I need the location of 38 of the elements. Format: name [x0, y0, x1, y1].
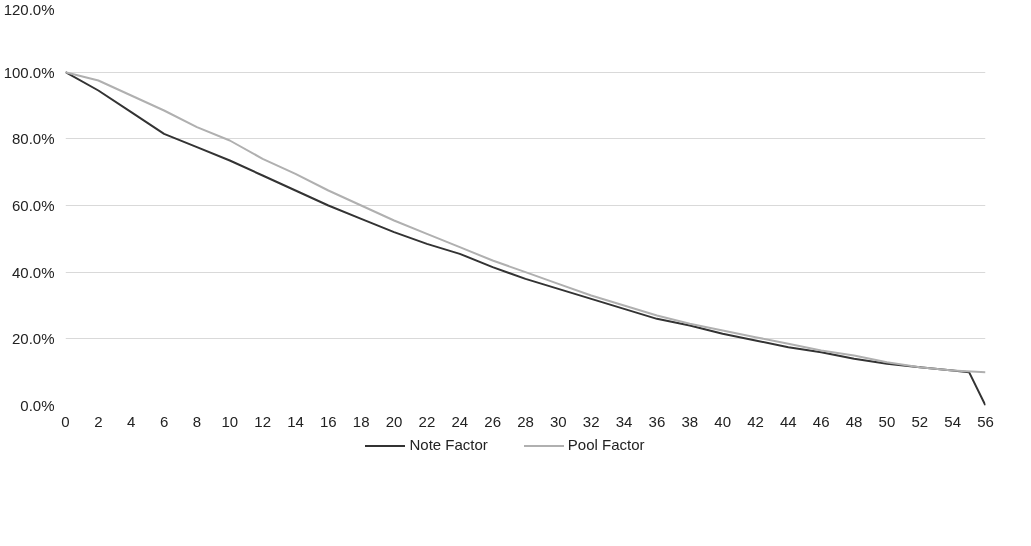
- x-tick-label: 50: [878, 412, 896, 430]
- y-tick-label: 60.0%: [11, 197, 55, 214]
- x-tick-label: 20: [385, 412, 403, 430]
- x-tick-label: 38: [681, 412, 699, 430]
- x-tick-label: 30: [550, 412, 567, 430]
- x-tick-label: 2: [94, 412, 103, 430]
- y-tick-label: 40.0%: [11, 263, 55, 281]
- x-tick-label: 28: [517, 412, 534, 430]
- x-tick-label: 26: [484, 412, 501, 430]
- legend-label: Note Factor: [409, 436, 488, 453]
- x-tick-label: 18: [352, 412, 370, 430]
- y-tick-label: 80.0%: [11, 130, 55, 148]
- y-tick-label: 20.0%: [11, 330, 55, 348]
- x-tick-label: 16: [320, 412, 337, 430]
- x-tick-label: 4: [127, 412, 136, 430]
- x-tick-label: 56: [977, 412, 994, 430]
- x-tick-label: 6: [159, 412, 169, 430]
- x-tick-label: 8: [192, 412, 202, 430]
- x-tick-label: 52: [911, 412, 929, 430]
- y-tick-label: 120.0%: [3, 0, 55, 18]
- x-tick-label: 10: [221, 412, 239, 430]
- x-tick-label: 0: [61, 412, 70, 430]
- y-tick-label: 100.0%: [3, 63, 55, 81]
- x-tick-label: 46: [812, 412, 830, 430]
- x-tick-label: 14: [287, 412, 304, 430]
- x-tick-label: 32: [582, 412, 600, 430]
- y-tick-label: 0.0%: [20, 397, 55, 414]
- x-tick-label: 44: [780, 412, 797, 430]
- x-tick-label: 34: [615, 412, 633, 430]
- x-tick-label: 12: [254, 412, 271, 430]
- x-tick-label: 40: [714, 412, 731, 430]
- x-tick-label: 22: [418, 412, 436, 430]
- x-tick-label: 42: [747, 412, 764, 430]
- x-tick-label: 54: [944, 412, 961, 430]
- x-tick-label: 36: [648, 412, 666, 430]
- x-tick-label: 24: [451, 412, 469, 430]
- x-tick-label: 48: [845, 412, 863, 430]
- legend-label: Pool Factor: [567, 436, 645, 453]
